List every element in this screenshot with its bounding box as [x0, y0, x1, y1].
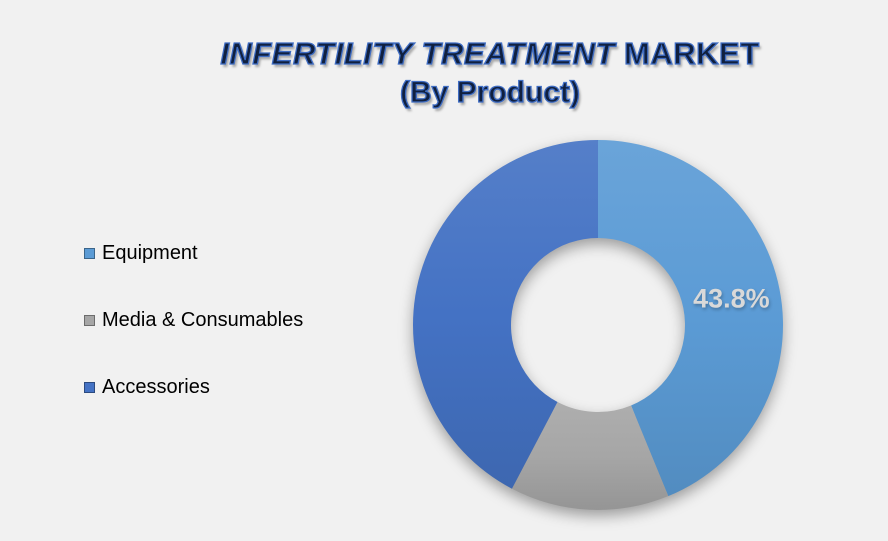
legend-label-equipment: Equipment	[102, 242, 198, 264]
legend-item-equipment: Equipment	[84, 242, 303, 264]
donut-ring	[412, 140, 784, 511]
chart-title-line1-italic: INFERTILITY TREATMENT	[220, 35, 615, 71]
legend: Equipment Media & Consumables Accessorie…	[84, 242, 304, 444]
legend-label-accessories: Accessories	[102, 376, 210, 398]
data-label-equipment: 43.8%	[693, 284, 770, 314]
donut-slice-accessories	[412, 140, 598, 489]
legend-item-media-consumables: Media & Consumables	[84, 309, 304, 331]
legend-swatch-accessories	[84, 382, 95, 393]
chart-title: INFERTILITY TREATMENT MARKET (By Product…	[46, 34, 888, 112]
donut-chart: 43.8%	[368, 95, 828, 541]
donut-slice-media-consumables	[511, 402, 669, 511]
chart-title-line1: INFERTILITY TREATMENT MARKET	[46, 34, 888, 73]
donut-data-labels: 43.8%	[693, 284, 770, 314]
donut-chart-svg: 43.8%	[412, 140, 784, 511]
legend-label-media-consumables: Media & Consumables	[102, 309, 304, 331]
legend-swatch-equipment	[84, 248, 95, 259]
legend-item-accessories: Accessories	[84, 376, 303, 398]
chart-title-line2: (By Product)	[399, 75, 580, 109]
chart-title-line1-regular: MARKET	[623, 35, 760, 71]
donut-slice-equipment	[598, 140, 784, 497]
legend-swatch-media-consumables	[84, 315, 95, 326]
